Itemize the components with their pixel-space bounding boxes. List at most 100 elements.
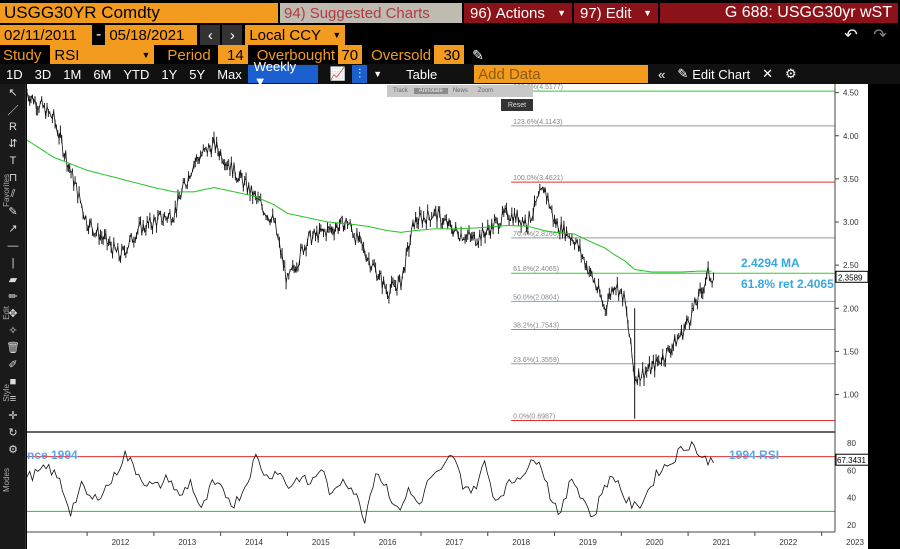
arrow-icon[interactable]: ↗ xyxy=(8,223,18,235)
x-tick-label: 2023 xyxy=(846,538,864,547)
range-1y-button[interactable]: 1Y xyxy=(161,66,178,82)
table-button[interactable]: Table xyxy=(406,66,438,82)
rsi-left-annotation: nce 1994 xyxy=(27,448,78,462)
cycle-icon[interactable]: ↻ xyxy=(8,427,18,439)
annotate-button[interactable]: Annotate xyxy=(413,88,448,94)
fib-tool-icon[interactable]: ⇵ xyxy=(8,138,18,150)
crosshair-icon[interactable]: ✛ xyxy=(8,410,18,422)
price-axis-bg xyxy=(835,84,868,549)
redo-icon[interactable]: ↷ xyxy=(873,27,887,44)
x-tick-label: 2017 xyxy=(445,538,463,547)
add-data-input[interactable]: Add Data xyxy=(474,65,649,83)
price-tick-label: 4.00 xyxy=(843,132,859,141)
actions-num: 96) xyxy=(470,4,492,22)
moving-average-line xyxy=(27,139,712,273)
line-chart-icon[interactable]: 📈 xyxy=(329,66,346,81)
range-ytd-button[interactable]: YTD xyxy=(123,66,150,82)
oversold-input[interactable]: 30 xyxy=(434,45,465,65)
currency-select[interactable]: Local CCY ▼ xyxy=(245,25,346,45)
suggested-charts-label: Suggested Charts xyxy=(309,4,430,22)
range-1m-button[interactable]: 1M xyxy=(63,66,82,82)
cursor-icon[interactable]: ↖ xyxy=(8,87,18,99)
suggested-charts-button[interactable]: 94) Suggested Charts xyxy=(280,3,462,23)
line-tool-icon[interactable]: ／ xyxy=(7,104,19,117)
ret-annotation: 61.8% ret 2.4065 xyxy=(741,277,834,291)
next-period-button[interactable]: › xyxy=(222,25,243,45)
track-button[interactable]: Track xyxy=(393,88,408,94)
chart-canvas[interactable]: 138.2%(4.5177) 123.6%(4.1143) 100.0%(3.462… xyxy=(27,84,868,549)
edit-menu[interactable]: 97) Edit ▼ xyxy=(574,3,658,23)
range-3d-button[interactable]: 3D xyxy=(34,66,52,82)
ruler-icon[interactable]: ⊓ xyxy=(8,172,18,184)
chart-type-dropdown-icon[interactable]: ▼ xyxy=(373,69,383,79)
range-max-button[interactable]: Max xyxy=(217,66,242,82)
edit-num: 97) xyxy=(580,4,602,22)
range-5y-button[interactable]: 5Y xyxy=(189,66,206,82)
x-tick-label: 2019 xyxy=(579,538,597,547)
x-tick-label: 2020 xyxy=(646,538,664,547)
gear-icon[interactable]: ⚙ xyxy=(784,66,797,81)
security-title: G 688: USGG30yr wST xyxy=(660,3,898,23)
pencil-icon[interactable]: ✏ xyxy=(8,291,18,303)
fib-label: 23.6%(1.3559) xyxy=(513,357,559,364)
fill-color-icon[interactable]: ■ xyxy=(9,375,17,388)
period-input[interactable]: 14 xyxy=(217,45,248,65)
vline-icon[interactable]: | xyxy=(11,256,15,269)
price-tick-label: 2.00 xyxy=(843,304,859,313)
ticker-field[interactable]: USGG30YR Comdty xyxy=(0,3,278,23)
actions-menu[interactable]: 96) Actions ▼ xyxy=(464,3,572,23)
favorites-label: Favorites xyxy=(2,174,11,207)
frequency-select[interactable]: Weekly ▼ xyxy=(247,59,318,89)
reset-button[interactable]: Reset xyxy=(501,99,533,111)
hline-icon[interactable]: — xyxy=(7,239,19,252)
prev-period-button[interactable]: ‹ xyxy=(200,25,221,45)
price-tick-label: 2.50 xyxy=(843,261,859,270)
delete-icon[interactable]: 🗑 xyxy=(6,342,20,354)
price-tick-label: 1.50 xyxy=(843,347,859,356)
news-button[interactable]: News xyxy=(452,88,468,94)
currency-value: Local CCY xyxy=(249,26,322,44)
pen-icon[interactable]: ✎ xyxy=(8,206,18,218)
zoom-button[interactable]: Zoom xyxy=(477,88,494,94)
style-label: Style xyxy=(2,384,11,402)
range-6m-button[interactable]: 6M xyxy=(93,66,112,82)
edit-chart-button[interactable]: ✎ Edit Chart xyxy=(671,65,756,83)
date-separator: - xyxy=(96,26,102,43)
fib-label: 138.2%(4.5177) xyxy=(513,84,563,91)
settings-small-icon[interactable]: ⚙ xyxy=(8,444,18,456)
study-value: RSI xyxy=(54,46,80,64)
price-chart-svg[interactable]: 138.2%(4.5177) 123.6%(4.1143) 100.0%(3.462… xyxy=(27,84,868,549)
pencil-style-icon[interactable]: ✐ xyxy=(8,359,18,371)
line-style-icon[interactable]: ≡ xyxy=(9,392,17,405)
move-icon[interactable]: ✥ xyxy=(8,308,18,320)
fib-label: 50.0%(2.0804) xyxy=(513,294,559,301)
magic-icon[interactable]: ✧ xyxy=(8,325,18,337)
study-select[interactable]: RSI ▼ xyxy=(50,45,155,65)
mini-toolbar: Track Annotate News Zoom xyxy=(387,85,533,97)
overbought-label: Overbought xyxy=(256,46,336,64)
text-tool-icon[interactable]: T xyxy=(9,154,17,167)
bar-chart-icon[interactable]: ⫶ xyxy=(351,65,368,83)
fib-label: 38.2%(1.7543) xyxy=(513,322,559,329)
retracement-tool-icon[interactable]: R xyxy=(9,120,17,133)
collapse-icon[interactable]: « xyxy=(658,66,666,82)
dropdown-icon: ▼ xyxy=(643,8,652,18)
x-tick-label: 2014 xyxy=(245,538,263,547)
range-1d-button[interactable]: 1D xyxy=(6,66,23,82)
last-price-label: 2.3589 xyxy=(838,273,863,282)
channel-icon[interactable]: ⫽ xyxy=(10,188,16,200)
edit-label: Edit xyxy=(605,4,632,22)
undo-icon[interactable]: ↶ xyxy=(844,27,858,44)
x-tick-label: 2016 xyxy=(379,538,397,547)
price-tick-label: 1.00 xyxy=(843,391,859,400)
x-tick-label: 2015 xyxy=(312,538,330,547)
fib-label: 61.8%(2.4065) xyxy=(513,266,559,273)
overbought-input[interactable]: 70 xyxy=(338,45,363,65)
pencil-icon[interactable]: ✎ xyxy=(472,46,484,63)
brush-icon[interactable]: ▰ xyxy=(8,274,18,286)
end-date-field[interactable]: 05/18/2021 xyxy=(105,25,198,45)
edit-chart-label: Edit Chart xyxy=(692,66,751,82)
expand-icon[interactable]: ✕ xyxy=(762,66,773,81)
start-date-field[interactable]: 02/11/2011 xyxy=(0,25,92,45)
x-tick-label: 2021 xyxy=(713,538,731,547)
